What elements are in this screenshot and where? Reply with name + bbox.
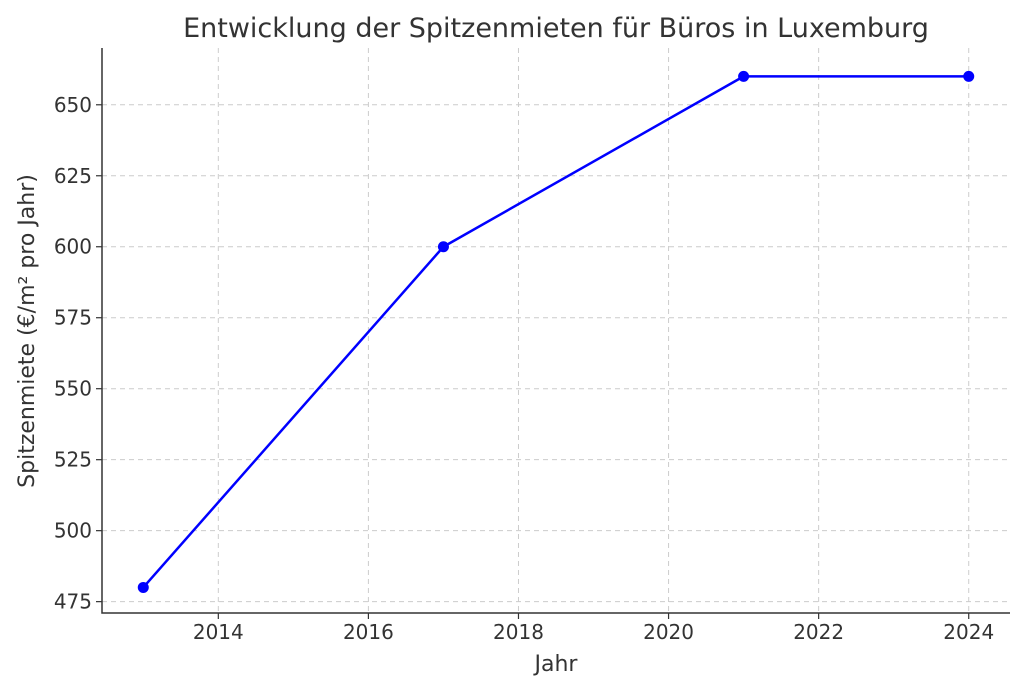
data-point [437,241,449,253]
x-tick-label: 2020 [643,620,694,644]
data-point [137,581,149,593]
x-axis-label: Jahr [533,652,579,677]
plot-frame [101,48,1010,614]
y-tick-label: 475 [54,590,92,614]
y-tick-label: 525 [54,448,92,472]
y-tick-label: 500 [54,519,92,543]
x-tick-label: 2022 [793,620,844,644]
grid [102,48,1010,613]
y-tick-label: 650 [54,93,92,117]
y-axis-label: Spitzenmiete (€/m² pro Jahr) [15,174,40,488]
x-tick-label: 2016 [343,620,394,644]
y-axis-ticks: 475 500 525 550 575 600 625 650 [54,93,102,614]
data-point [963,70,975,82]
x-axis-ticks: 2014 2016 2018 2020 2022 2024 [193,613,994,644]
series-line [142,75,969,589]
y-tick-label: 625 [54,164,92,188]
x-tick-label: 2014 [193,620,244,644]
y-tick-label: 575 [54,306,92,330]
y-tick-label: 600 [54,235,92,259]
x-tick-label: 2024 [943,620,994,644]
y-tick-label: 550 [54,377,92,401]
x-tick-label: 2018 [493,620,544,644]
chart-title: Entwicklung der Spitzenmieten für Büros … [183,13,929,44]
series [137,70,975,593]
data-point [738,70,750,82]
